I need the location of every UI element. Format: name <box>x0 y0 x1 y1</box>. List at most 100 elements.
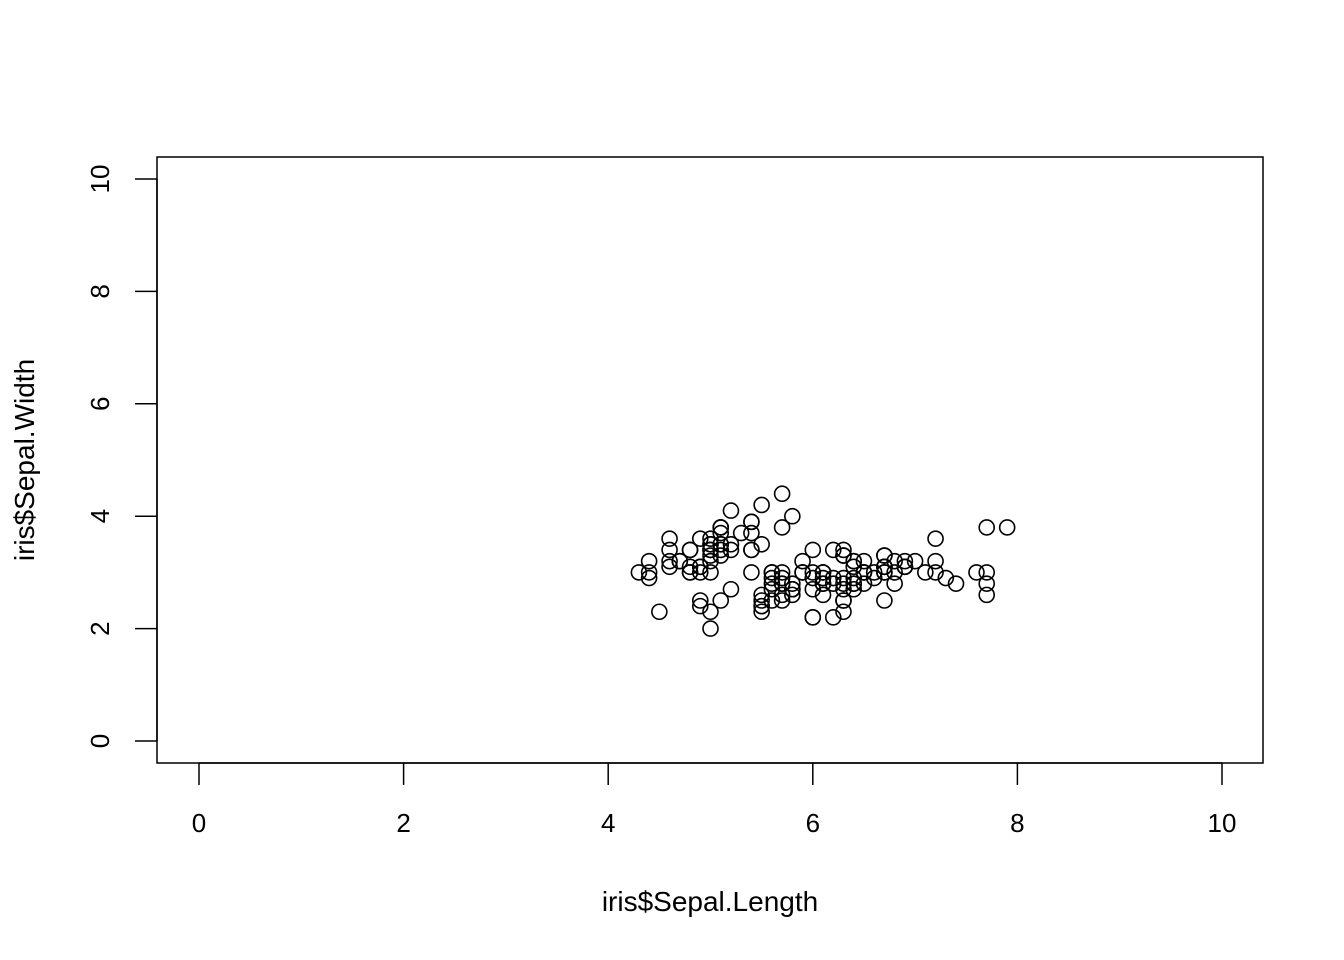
data-point <box>784 580 801 598</box>
data-point <box>671 552 689 570</box>
data-point <box>794 552 811 570</box>
data-point <box>743 524 760 542</box>
data-point <box>784 575 801 592</box>
data-point <box>763 564 781 581</box>
data-point <box>824 541 842 559</box>
data-point <box>722 580 740 598</box>
data-point <box>702 620 719 637</box>
x-tick-label: 0 <box>192 808 206 838</box>
data-point <box>773 592 791 609</box>
data-point <box>651 603 668 621</box>
data-point <box>661 552 678 570</box>
data-point <box>824 575 842 592</box>
data-point <box>927 564 944 581</box>
x-axis: 0 2 4 6 8 10 <box>192 762 1237 838</box>
y-tick-label: 10 <box>85 165 115 194</box>
data-point <box>814 564 832 581</box>
data-point <box>824 569 842 587</box>
data-point <box>927 552 944 570</box>
y-axis-title: iris$Sepal.Width <box>9 359 40 561</box>
x-tick-label: 8 <box>1010 808 1024 838</box>
data-point <box>784 507 801 525</box>
x-tick-label: 6 <box>806 808 820 838</box>
y-tick-label: 0 <box>85 734 115 748</box>
data-point <box>743 513 760 531</box>
data-point <box>702 541 719 559</box>
data-point <box>876 547 893 564</box>
data-point <box>712 535 730 553</box>
data-point <box>712 592 730 609</box>
data-point <box>876 564 893 581</box>
data-point <box>835 592 852 609</box>
data-point <box>712 541 730 559</box>
data-point <box>753 603 770 621</box>
data-points <box>630 485 1016 637</box>
x-axis-title: iris$Sepal.Length <box>602 886 818 917</box>
data-point <box>896 558 914 576</box>
data-point <box>743 541 760 559</box>
y-tick-label: 8 <box>85 284 115 298</box>
data-point <box>835 547 852 564</box>
data-point <box>855 575 873 592</box>
data-point <box>661 541 678 559</box>
data-point <box>702 564 719 581</box>
data-point <box>814 586 832 604</box>
data-point <box>835 580 852 598</box>
data-point <box>722 541 740 559</box>
data-point <box>773 575 791 592</box>
data-point <box>661 558 678 576</box>
data-point <box>763 592 781 609</box>
data-point <box>896 552 914 570</box>
data-point <box>835 569 852 587</box>
data-point <box>947 575 965 592</box>
data-point <box>835 603 852 621</box>
data-point <box>845 558 863 576</box>
data-point <box>691 597 709 615</box>
data-point <box>845 552 863 570</box>
data-point <box>691 564 709 581</box>
data-point <box>702 530 719 547</box>
data-point <box>876 558 893 576</box>
data-point <box>753 592 770 609</box>
data-point <box>773 569 791 587</box>
data-point <box>630 564 648 581</box>
x-tick-label: 2 <box>396 808 410 838</box>
data-point <box>804 541 822 559</box>
data-point <box>876 592 893 609</box>
data-point <box>824 609 842 626</box>
data-point <box>691 530 709 547</box>
x-tick-label: 4 <box>601 808 615 838</box>
data-point <box>691 592 709 609</box>
data-point <box>640 552 658 570</box>
data-point <box>773 586 791 604</box>
data-point <box>906 552 924 570</box>
data-point <box>722 535 740 553</box>
data-point <box>865 569 883 587</box>
data-point <box>794 564 811 581</box>
data-point <box>804 564 822 581</box>
data-point <box>753 597 770 615</box>
data-point <box>712 519 730 536</box>
data-point <box>640 569 658 587</box>
data-point <box>917 564 934 581</box>
x-tick-label: 10 <box>1208 808 1237 838</box>
data-point <box>845 569 863 587</box>
data-point <box>804 569 822 587</box>
data-point <box>722 502 740 519</box>
data-point <box>712 524 730 542</box>
data-point <box>702 535 719 553</box>
data-point <box>804 580 822 598</box>
data-point <box>773 564 791 581</box>
data-point <box>814 569 832 587</box>
data-point <box>732 524 750 542</box>
data-point <box>968 564 985 581</box>
data-point <box>835 541 852 559</box>
data-point <box>978 564 996 581</box>
data-point <box>691 558 709 576</box>
data-point <box>773 519 791 536</box>
data-point <box>978 575 996 592</box>
data-point <box>927 530 944 547</box>
data-point <box>661 530 678 547</box>
data-point <box>835 575 852 592</box>
